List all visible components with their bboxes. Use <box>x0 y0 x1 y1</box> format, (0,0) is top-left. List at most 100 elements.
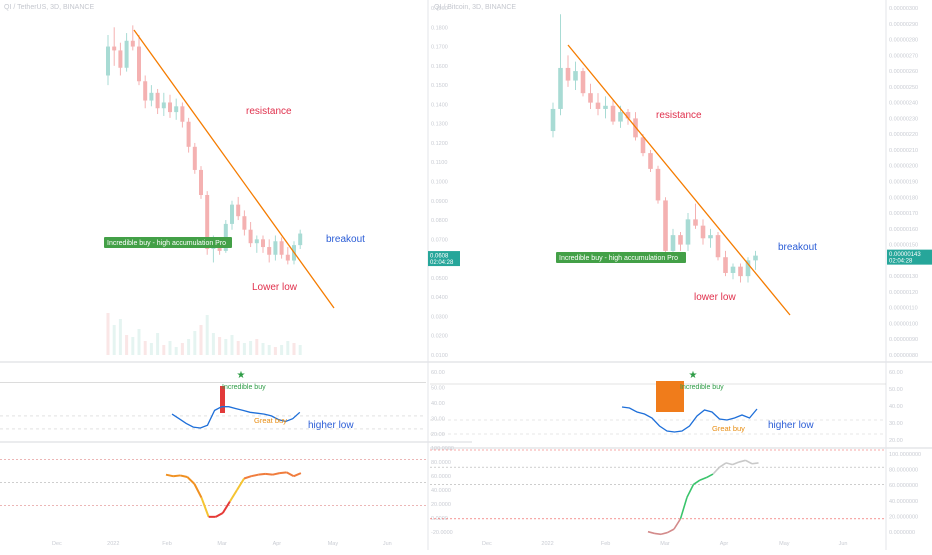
price-axis-tick: 0.00000280 <box>889 38 918 44</box>
price-axis-tick: 0.00000080 <box>889 353 918 359</box>
candle-body <box>180 106 185 122</box>
price-axis-tick: 0.00000150 <box>889 243 918 249</box>
annotation-higher-low: higher low <box>768 420 814 431</box>
accumulation-bar <box>656 381 684 412</box>
annotation-incredible-buy: Incredible buy <box>680 384 724 391</box>
price-axis-tick: 0.1600 <box>431 64 448 70</box>
annotation-breakout: breakout <box>326 234 365 245</box>
oscillator2-segment <box>732 461 740 466</box>
last-price-tag <box>887 249 932 265</box>
oscillator2-segment <box>660 531 668 536</box>
oscillator2-segment <box>738 459 746 463</box>
oscillator2-segment <box>265 472 273 476</box>
price-axis-tick: 0.1400 <box>431 102 448 108</box>
price-axis-tick: 0.00000180 <box>889 195 918 201</box>
time-axis-tick: Jun <box>839 541 848 547</box>
volume-bar <box>149 343 153 355</box>
volume-bar <box>137 329 141 355</box>
oscillator2-segment <box>719 462 727 468</box>
price-axis-tick: 0.00000160 <box>889 227 918 233</box>
oscillator2-segment <box>745 459 753 465</box>
oscillator2-segment <box>258 472 266 476</box>
osc-axis-tick: 20.00 <box>431 432 445 438</box>
time-axis-tick: 2022 <box>107 541 119 547</box>
time-axis-tick: 2022 <box>541 541 553 547</box>
osc-axis-tick: 40.0000 <box>431 488 451 494</box>
oscillator2-segment <box>186 476 196 485</box>
price-axis-tick: 0.0100 <box>431 353 448 359</box>
price-axis-tick: 0.1800 <box>431 25 448 31</box>
candle-body <box>137 46 141 82</box>
volume-bar <box>156 333 160 355</box>
candle-body <box>603 105 608 109</box>
oscillator2-segment <box>699 476 707 481</box>
candle-body <box>279 241 284 255</box>
volume-bar <box>199 325 203 355</box>
oscillator2-segment <box>647 530 655 535</box>
oscillator2-segment <box>725 462 733 466</box>
price-axis-tick: 0.1200 <box>431 141 448 147</box>
candle-body <box>550 108 556 132</box>
candle-body <box>708 235 713 239</box>
price-axis-tick: 0.00000190 <box>889 180 918 186</box>
symbol-title: QI / TetherUS, 3D, BINANCE <box>4 4 94 11</box>
volume-bar <box>106 313 110 355</box>
osc-axis-tick: 60.00 <box>889 370 903 376</box>
annotation-incredible-buy: Incredible buy <box>222 384 266 391</box>
osc-axis-tick: 100.0000 <box>431 446 454 452</box>
candle-body <box>693 219 698 226</box>
annotation-resistance: resistance <box>656 110 702 121</box>
osc-axis-tick: -20.0000 <box>431 530 453 536</box>
candle-body <box>565 67 571 81</box>
price-axis-tick: 0.00000300 <box>889 6 918 12</box>
volume-bar <box>118 319 122 355</box>
candle-body <box>588 93 593 103</box>
oscillator-line <box>171 406 301 429</box>
oscillator2-segment <box>200 497 210 518</box>
volume-bar <box>162 345 166 355</box>
volume-bar <box>224 339 228 355</box>
volume-bar <box>125 335 129 355</box>
osc-axis-tick: 80.0000000 <box>889 468 918 474</box>
time-axis-tick: Dec <box>52 541 62 547</box>
candle-body <box>285 254 290 261</box>
time-axis-tick: Mar <box>660 541 670 547</box>
price-axis-tick: 0.1900 <box>431 6 448 12</box>
signal-label-box <box>104 237 232 248</box>
oscillator2-segment <box>229 489 238 503</box>
candle-body <box>700 225 706 239</box>
accumulation-bar <box>220 386 225 413</box>
price-axis-tick: 0.0800 <box>431 218 448 224</box>
time-axis-tick: Jun <box>383 541 392 547</box>
osc-axis-tick: 0.0000000 <box>889 530 915 536</box>
volume-bar <box>180 343 184 355</box>
price-axis-tick: 0.0700 <box>431 237 448 243</box>
candle-body <box>267 247 272 255</box>
candle-body <box>199 169 203 195</box>
volume-bar <box>168 341 172 355</box>
annotation-higher-low: higher low <box>308 420 354 431</box>
volume-bar <box>298 345 302 355</box>
volume-bar <box>255 339 259 355</box>
annotation-breakout: breakout <box>778 242 817 253</box>
price-axis-tick: 0.1000 <box>431 180 448 186</box>
candle-body <box>595 102 601 109</box>
time-axis-tick: May <box>779 541 790 547</box>
osc-axis-tick: 60.0000 <box>431 474 451 480</box>
signal-label-box <box>556 252 686 263</box>
oscillator2-segment <box>686 484 695 498</box>
osc-axis-tick: 100.0000000 <box>889 452 921 458</box>
signal-label: Incredible buy - high accumulation Pro <box>559 255 678 262</box>
candle-body <box>655 168 661 201</box>
annotation-lower-low: Lower low <box>252 282 298 293</box>
candle-body <box>174 106 179 113</box>
price-axis-tick: 0.1100 <box>431 160 447 166</box>
candle-body <box>730 266 736 273</box>
candle-body <box>738 266 743 277</box>
volume-bar <box>174 347 178 355</box>
oscillator2-segment <box>712 466 721 475</box>
volume-bar <box>131 337 135 355</box>
volume-bar <box>218 337 222 355</box>
oscillator2-segment <box>286 471 295 478</box>
time-axis-tick: Mar <box>217 541 227 547</box>
